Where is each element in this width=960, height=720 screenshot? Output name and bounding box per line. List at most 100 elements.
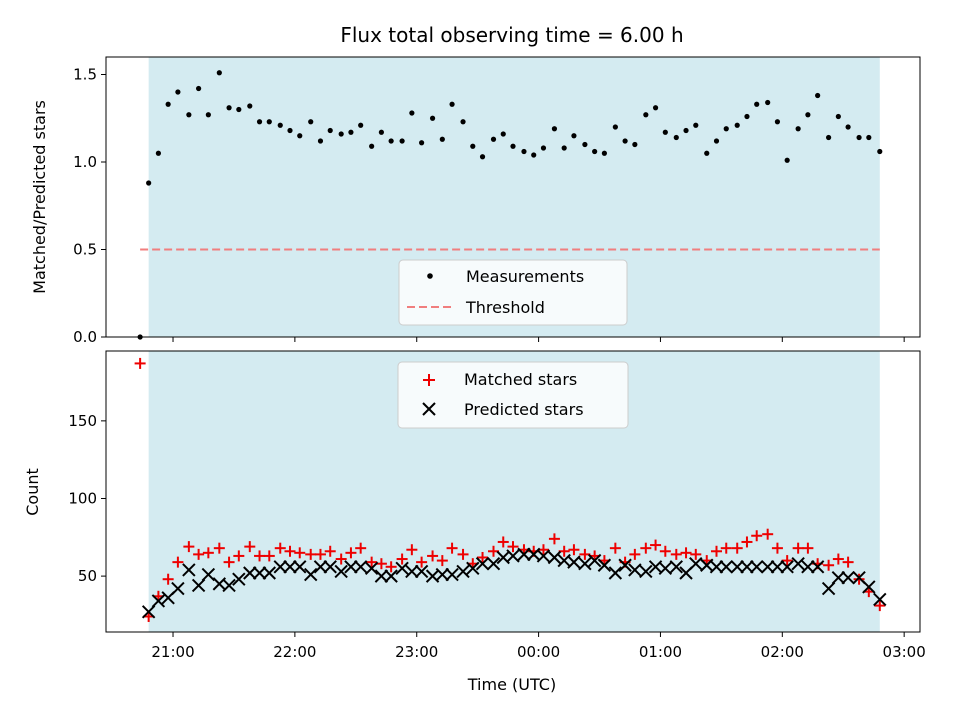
measurement-point (338, 131, 344, 137)
predicted-star-point (628, 563, 642, 577)
matched-star-point (842, 556, 854, 568)
measurement-point (754, 101, 760, 107)
matched-star-point (650, 539, 662, 551)
matched-star-point (537, 544, 549, 556)
predicted-star-point (353, 560, 368, 574)
predicted-star-point (252, 566, 267, 580)
predicted-star-point (222, 578, 236, 593)
measurement-point (419, 140, 425, 146)
measurement-point (601, 150, 607, 156)
measurement-point (165, 101, 171, 107)
matched-star-point (355, 542, 367, 554)
matched-star-point (690, 548, 702, 560)
measurement-point (815, 92, 821, 99)
predicted-star-point (405, 564, 419, 579)
x-axis-label: Time (UTC) (467, 675, 556, 694)
matched-star-point (294, 547, 306, 559)
predicted-star-point (547, 550, 562, 565)
matched-star-point (771, 542, 783, 554)
matched-star-point (507, 541, 519, 553)
matched-star-point (741, 536, 753, 548)
measurement-point (308, 119, 314, 125)
measurement-point (175, 89, 181, 95)
measurement-point (723, 126, 729, 132)
matched-star-point (193, 548, 205, 560)
predicted-star-point (486, 556, 501, 571)
matched-star-point (629, 548, 641, 560)
predicted-star-point (506, 549, 520, 563)
measurement-point (561, 145, 567, 151)
measurement-point (662, 129, 668, 135)
matched-star-point (457, 548, 469, 560)
measurement-point (247, 103, 253, 109)
measurement-point (582, 141, 588, 148)
measurement-point (551, 126, 558, 132)
measurement-point (612, 124, 618, 130)
matched-star-point (659, 545, 671, 557)
measurement-point (835, 113, 841, 120)
measurement-point (470, 143, 476, 149)
measurement-point (256, 119, 263, 125)
predicted-star-point (243, 566, 257, 580)
predicted-star-point (191, 578, 206, 593)
measurement-point (348, 129, 354, 135)
predicted-star-point (536, 549, 551, 563)
measurement-point (774, 119, 781, 125)
matched-star-point (762, 528, 774, 540)
y-tick-label: 150 (68, 412, 97, 430)
predicted-star-point (608, 566, 623, 580)
predicted-star-point (801, 560, 815, 574)
predicted-star-point (374, 569, 389, 583)
predicted-star-point (334, 564, 348, 579)
predicted-star-point (750, 560, 764, 574)
legend-marker-matched (423, 374, 435, 386)
measurement-point (388, 138, 394, 144)
predicted-star-point (597, 558, 612, 572)
x-tick-label: 00:00 (517, 643, 560, 661)
predicted-star-point (395, 561, 409, 576)
count-y-axis-label: Count (23, 468, 42, 516)
measurement-point (713, 138, 720, 144)
matched-star-point (223, 556, 235, 568)
measurement-point (287, 127, 293, 134)
predicted-star-point (709, 560, 724, 574)
y-tick-label: 50 (78, 567, 97, 585)
x-tick-label: 21:00 (151, 643, 194, 661)
measurement-point (236, 106, 242, 113)
predicted-star-point (760, 560, 775, 574)
matched-star-point (416, 556, 428, 568)
matched-star-point (233, 550, 245, 562)
predicted-star-point (304, 567, 318, 582)
matched-star-point (781, 555, 793, 567)
measurement-point (500, 131, 506, 137)
count-panel-frame (105, 350, 921, 633)
measurement-point (205, 112, 211, 118)
predicted-star-point (791, 556, 805, 571)
predicted-star-point (262, 566, 276, 580)
measurement-point (266, 119, 272, 125)
matched-star-point (446, 542, 458, 554)
predicted-star-point (810, 560, 825, 574)
matched-star-point (609, 542, 621, 554)
predicted-star-point (517, 547, 531, 562)
matched-star-point (497, 536, 509, 548)
predicted-star-point (445, 567, 459, 582)
ratio-legend-box (398, 259, 628, 326)
predicted-star-point (201, 567, 216, 582)
predicted-star-point (618, 558, 632, 572)
matched-star-point (792, 542, 804, 554)
matched-star-point (314, 548, 326, 560)
measurement-point (683, 127, 689, 134)
legend-label-matched: Matched stars (464, 370, 577, 389)
measurement-point (592, 148, 598, 155)
legend-marker-predicted (422, 402, 436, 416)
y-tick-label: 100 (68, 489, 97, 507)
predicted-star-point (658, 561, 673, 576)
predicted-star-point (171, 581, 185, 596)
matched-star-point (345, 547, 357, 559)
measurement-point (378, 129, 384, 135)
predicted-star-point (344, 560, 358, 574)
predicted-star-point (313, 560, 328, 574)
predicted-star-point (475, 556, 490, 571)
